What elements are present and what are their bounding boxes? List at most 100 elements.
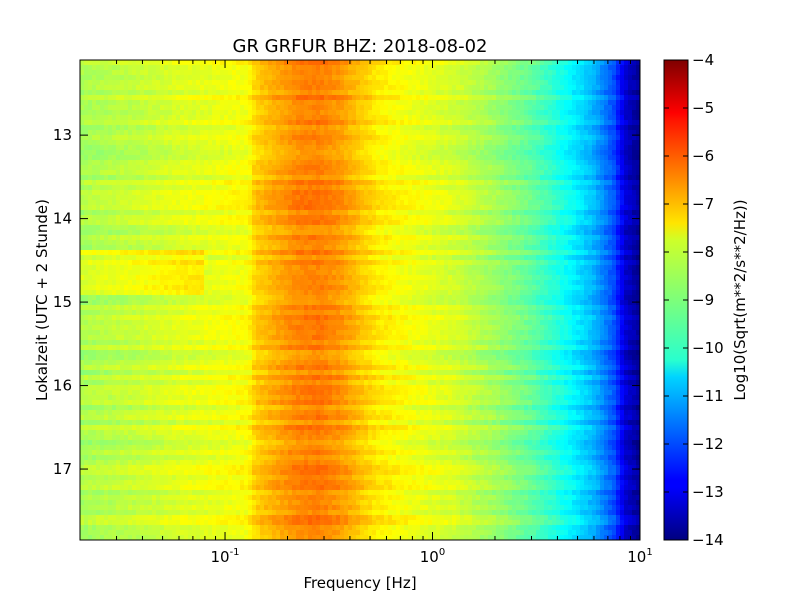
heatmap-cell	[612, 225, 617, 231]
heatmap-cell	[368, 95, 373, 101]
heatmap-cell	[504, 225, 509, 231]
heatmap-cell	[320, 235, 325, 241]
heatmap-cell	[128, 85, 133, 91]
heatmap-cell	[620, 215, 625, 221]
heatmap-cell	[120, 225, 125, 231]
heatmap-cell	[132, 195, 137, 201]
heatmap-cell	[460, 150, 465, 156]
heatmap-cell	[92, 165, 97, 171]
heatmap-cell	[108, 90, 113, 96]
heatmap-cell	[608, 70, 613, 76]
heatmap-cell	[228, 230, 233, 236]
heatmap-cell	[292, 135, 297, 141]
heatmap-cell	[304, 145, 309, 151]
heatmap-cell	[440, 130, 445, 136]
heatmap-cell	[316, 135, 321, 141]
heatmap-cell	[112, 135, 117, 141]
heatmap-cell	[316, 160, 321, 166]
heatmap-cell	[208, 80, 213, 86]
heatmap-cell	[152, 150, 157, 156]
heatmap-cell	[340, 135, 345, 141]
heatmap-cell	[376, 100, 381, 106]
heatmap-cell	[500, 155, 505, 161]
heatmap-cell	[580, 205, 585, 211]
heatmap-cell	[376, 205, 381, 211]
heatmap-cell	[100, 115, 105, 121]
heatmap-cell	[316, 195, 321, 201]
heatmap-cell	[636, 165, 640, 171]
heatmap-cell	[296, 60, 301, 66]
heatmap-cell	[584, 165, 589, 171]
heatmap-cell	[556, 130, 561, 136]
heatmap-cell	[336, 175, 341, 181]
heatmap-cell	[496, 170, 501, 176]
heatmap-cell	[576, 135, 581, 141]
heatmap-cell	[168, 180, 173, 186]
heatmap-cell	[312, 155, 317, 161]
heatmap-cell	[436, 110, 441, 116]
heatmap-cell	[448, 135, 453, 141]
heatmap-cell	[108, 95, 113, 101]
heatmap-cell	[388, 210, 393, 216]
heatmap-cell	[396, 160, 401, 166]
heatmap-cell	[156, 160, 161, 166]
heatmap-cell	[308, 110, 313, 116]
heatmap-cell	[324, 110, 329, 116]
heatmap-cell	[108, 155, 113, 161]
heatmap-cell	[556, 135, 561, 141]
heatmap-cell	[328, 60, 333, 66]
heatmap-cell	[288, 190, 293, 196]
heatmap-cell	[104, 175, 109, 181]
heatmap-cell	[396, 180, 401, 186]
heatmap-cell	[108, 135, 113, 141]
heatmap-cell	[348, 95, 353, 101]
heatmap-cell	[404, 85, 409, 91]
heatmap-cell	[452, 90, 457, 96]
heatmap-cell	[332, 130, 337, 136]
heatmap-cell	[244, 170, 249, 176]
heatmap-cell	[456, 80, 461, 86]
heatmap-cell	[396, 155, 401, 161]
heatmap-cell	[524, 100, 529, 106]
heatmap-cell	[400, 195, 405, 201]
heatmap-cell	[112, 210, 117, 216]
heatmap-cell	[320, 205, 325, 211]
heatmap-cell	[384, 160, 389, 166]
heatmap-cell	[336, 60, 341, 66]
heatmap-cell	[548, 205, 553, 211]
heatmap-cell	[112, 145, 117, 151]
heatmap-cell	[240, 65, 245, 71]
heatmap-cell	[160, 100, 165, 106]
heatmap-cell	[320, 155, 325, 161]
heatmap-cell	[268, 85, 273, 91]
heatmap-cell	[236, 80, 241, 86]
heatmap-cell	[284, 185, 289, 191]
heatmap-cell	[520, 185, 525, 191]
heatmap-cell	[496, 150, 501, 156]
heatmap-cell	[172, 225, 177, 231]
heatmap-cell	[384, 235, 389, 241]
heatmap-cell	[356, 105, 361, 111]
heatmap-cell	[512, 70, 517, 76]
heatmap-cell	[512, 160, 517, 166]
heatmap-cell	[256, 165, 261, 171]
heatmap-cell	[260, 75, 265, 81]
heatmap-cell	[628, 150, 633, 156]
heatmap-cell	[100, 105, 105, 111]
heatmap-cell	[620, 140, 625, 146]
heatmap-cell	[84, 155, 89, 161]
heatmap-cell	[232, 195, 237, 201]
heatmap-cell	[584, 150, 589, 156]
heatmap-cell	[340, 205, 345, 211]
heatmap-cell	[128, 75, 133, 81]
heatmap-cell	[552, 195, 557, 201]
heatmap-cell	[536, 80, 541, 86]
heatmap-cell	[288, 65, 293, 71]
heatmap-cell	[480, 205, 485, 211]
heatmap-cell	[136, 150, 141, 156]
heatmap-cell	[200, 130, 205, 136]
heatmap-cell	[572, 180, 577, 186]
heatmap-cell	[548, 175, 553, 181]
heatmap-cell	[588, 195, 593, 201]
heatmap-cell	[80, 165, 85, 171]
